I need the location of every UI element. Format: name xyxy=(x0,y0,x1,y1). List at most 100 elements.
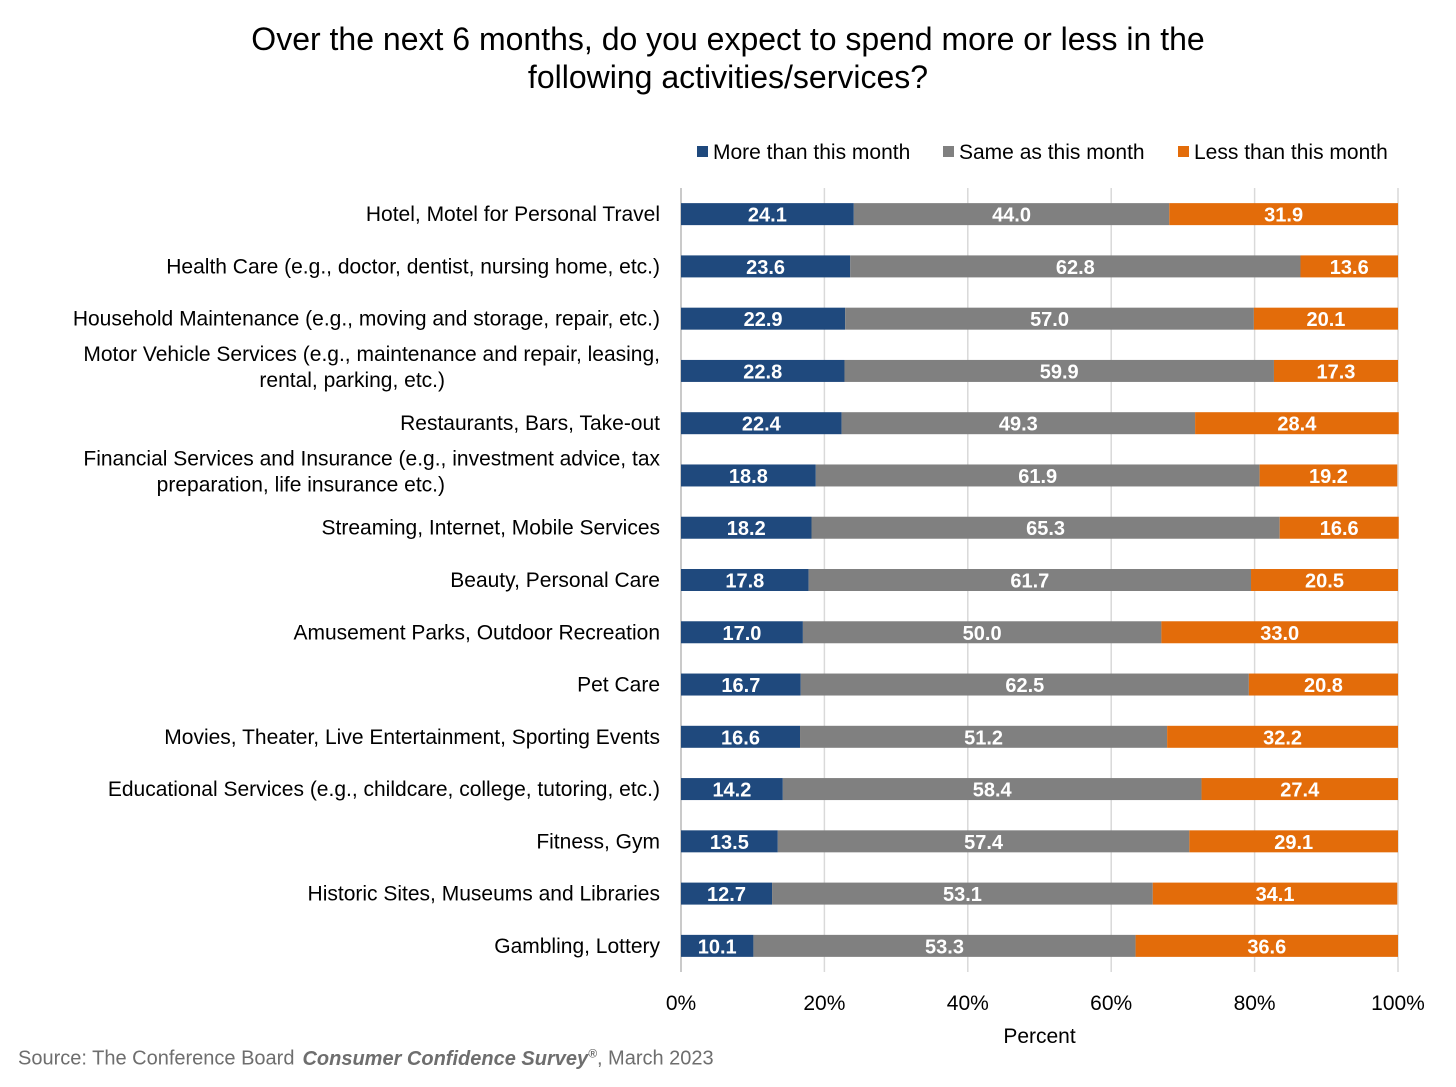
bar-segment xyxy=(1152,882,1398,905)
category-label: Motor Vehicle Services (e.g., maintenanc… xyxy=(83,343,660,366)
bar-segment xyxy=(753,934,1136,957)
category-label: Pet Care xyxy=(577,674,660,697)
bar-segment xyxy=(1169,203,1398,226)
category-label: Amusement Parks, Outdoor Recreation xyxy=(294,621,661,644)
data-label: 44.0 xyxy=(992,205,1031,227)
data-label: 14.2 xyxy=(712,780,751,802)
data-label: 16.7 xyxy=(721,675,760,697)
data-label: 20.1 xyxy=(1306,309,1345,331)
category-label: Educational Services (e.g., childcare, c… xyxy=(108,778,660,801)
source-survey-name: Consumer Confidence Survey® xyxy=(302,1046,597,1070)
data-label: 20.8 xyxy=(1304,675,1343,697)
category-label: Historic Sites, Museums and Libraries xyxy=(308,883,660,906)
bar-segment xyxy=(681,934,754,957)
bar-segment xyxy=(1259,464,1398,487)
x-tick-label: 80% xyxy=(1234,992,1276,1015)
data-label: 13.5 xyxy=(710,832,749,854)
source-suffix: , March 2023 xyxy=(596,1047,714,1070)
bar-segment xyxy=(844,359,1274,382)
source-note: Source: The Conference Board Consumer Con… xyxy=(18,1046,714,1071)
data-label: 57.0 xyxy=(1030,309,1069,331)
bar-segment xyxy=(681,778,783,801)
legend-swatch xyxy=(943,146,954,157)
bar-segment xyxy=(1135,934,1398,957)
data-label: 18.2 xyxy=(727,518,766,540)
data-label: 17.0 xyxy=(722,623,761,645)
category-label: rental, parking, etc.) xyxy=(259,369,445,392)
registered-mark: ® xyxy=(588,1046,597,1060)
bar-segment xyxy=(841,412,1196,435)
data-label: 22.4 xyxy=(742,414,782,436)
bar-segment xyxy=(800,725,1168,748)
source-survey-text: Consumer Confidence Survey xyxy=(302,1047,589,1070)
data-label: 22.9 xyxy=(744,309,783,331)
bar-segment xyxy=(808,569,1252,591)
legend-label: Less than this month xyxy=(1194,141,1388,164)
data-label: 24.1 xyxy=(748,205,787,227)
category-label: preparation, life insurance etc.) xyxy=(157,473,445,496)
bar-segment xyxy=(1189,830,1398,853)
data-label: 28.4 xyxy=(1277,414,1317,436)
data-label: 22.8 xyxy=(743,361,782,383)
data-label: 17.3 xyxy=(1317,361,1356,383)
bar-segment xyxy=(681,882,773,905)
category-label: Health Care (e.g., doctor, dentist, nurs… xyxy=(166,255,660,278)
data-label: 57.4 xyxy=(964,832,1004,854)
bar-segment xyxy=(681,621,803,644)
data-label: 16.6 xyxy=(1320,518,1359,540)
bar-segment xyxy=(845,307,1254,330)
category-label: Fitness, Gym xyxy=(536,830,660,853)
data-label: 17.8 xyxy=(725,571,764,593)
data-label: 51.2 xyxy=(964,727,1003,749)
data-label: 27.4 xyxy=(1280,780,1320,802)
bar-segment xyxy=(681,359,845,382)
bar-segment xyxy=(681,255,851,278)
bar-segment xyxy=(853,203,1170,226)
bar-segment xyxy=(800,673,1249,696)
category-label: Household Maintenance (e.g., moving and … xyxy=(73,308,660,331)
data-label: 50.0 xyxy=(963,623,1002,645)
bar-segment xyxy=(681,464,816,487)
data-label: 23.6 xyxy=(746,257,785,279)
bar-segment xyxy=(681,725,801,748)
bar-segment xyxy=(850,255,1301,278)
chart-title: Over the next 6 months, do you expect to… xyxy=(0,20,1456,96)
data-label: 53.3 xyxy=(925,936,964,958)
bar-segment xyxy=(681,203,854,226)
x-tick-label: 100% xyxy=(1371,992,1425,1015)
bar-segment xyxy=(1279,516,1399,539)
source-prefix: Source: The Conference Board xyxy=(18,1047,295,1070)
data-label: 12.7 xyxy=(707,884,746,906)
data-label: 62.5 xyxy=(1005,675,1044,697)
chart-title-line-2: following activities/services? xyxy=(527,59,929,95)
bar-segment xyxy=(1167,725,1398,748)
data-label: 10.1 xyxy=(698,936,737,958)
bar-segment xyxy=(1253,307,1398,330)
category-label: Restaurants, Bars, Take-out xyxy=(400,412,660,435)
category-label: Movies, Theater, Live Entertainment, Spo… xyxy=(164,726,660,749)
bar-segment xyxy=(1201,778,1398,801)
data-label: 49.3 xyxy=(999,414,1038,436)
bar-segment xyxy=(802,621,1162,644)
data-label: 33.0 xyxy=(1260,623,1299,645)
bar-segment xyxy=(1273,359,1398,382)
bar-segment xyxy=(815,464,1260,487)
data-label: 34.1 xyxy=(1256,884,1295,906)
data-label: 61.7 xyxy=(1010,571,1049,593)
x-tick-label: 20% xyxy=(803,992,845,1015)
bar-segment xyxy=(1248,673,1398,696)
bar-segment xyxy=(681,830,778,853)
bar-segment xyxy=(1161,621,1398,644)
category-label: Hotel, Motel for Personal Travel xyxy=(366,203,660,226)
data-label: 65.3 xyxy=(1026,518,1065,540)
bar-segment xyxy=(772,882,1153,905)
data-label: 53.1 xyxy=(943,884,982,906)
category-label: Streaming, Internet, Mobile Services xyxy=(322,517,660,540)
bar-segment xyxy=(1251,569,1398,591)
category-label: Financial Services and Insurance (e.g., … xyxy=(83,447,660,470)
data-label: 31.9 xyxy=(1264,205,1303,227)
legend-label: More than this month xyxy=(713,141,910,164)
legend-swatch xyxy=(1178,146,1189,157)
data-label: 19.2 xyxy=(1309,466,1348,488)
